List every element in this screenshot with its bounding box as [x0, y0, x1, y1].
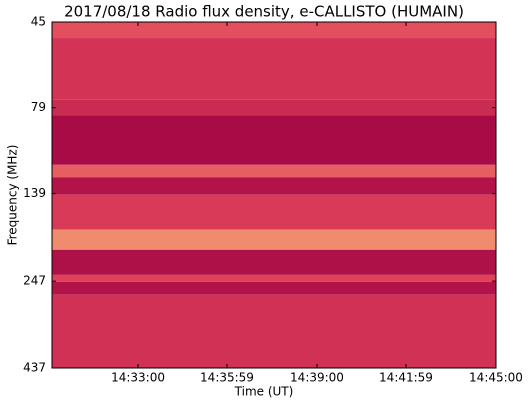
- spectrum-band: [52, 229, 496, 250]
- x-tick-label: 14:35:59: [200, 371, 254, 385]
- y-tick-label: 139: [23, 186, 46, 200]
- spectrum-band: [52, 22, 496, 39]
- y-axis-label: Frequency (MHz): [6, 145, 20, 246]
- y-tick-label: 437: [23, 361, 46, 375]
- chart-title: 2017/08/18 Radio flux density, e-CALLIST…: [64, 3, 464, 21]
- spectrum-band: [52, 177, 496, 195]
- x-tick-label: 14:33:00: [111, 371, 165, 385]
- spectrum-band: [52, 294, 496, 368]
- spectrum-band: [52, 274, 496, 282]
- spectrum-band: [52, 281, 496, 295]
- x-axis-label: Time (UT): [234, 385, 294, 399]
- spectrum-band: [52, 99, 496, 116]
- plot-area: [52, 22, 496, 368]
- spectrum-band: [52, 249, 496, 275]
- plot-frame: [51, 21, 497, 369]
- spectrum-band: [52, 115, 496, 165]
- x-tick-label: 14:45:00: [469, 371, 523, 385]
- y-tick-label: 247: [23, 274, 46, 288]
- spectrum-band: [52, 38, 496, 100]
- spectrum-band: [52, 164, 496, 178]
- x-tick-label: 14:41:59: [379, 371, 433, 385]
- spectrum-band: [52, 194, 496, 230]
- y-tick-label: 79: [31, 100, 46, 114]
- x-tick-label: 14:39:00: [290, 371, 344, 385]
- y-tick-label: 45: [31, 15, 46, 29]
